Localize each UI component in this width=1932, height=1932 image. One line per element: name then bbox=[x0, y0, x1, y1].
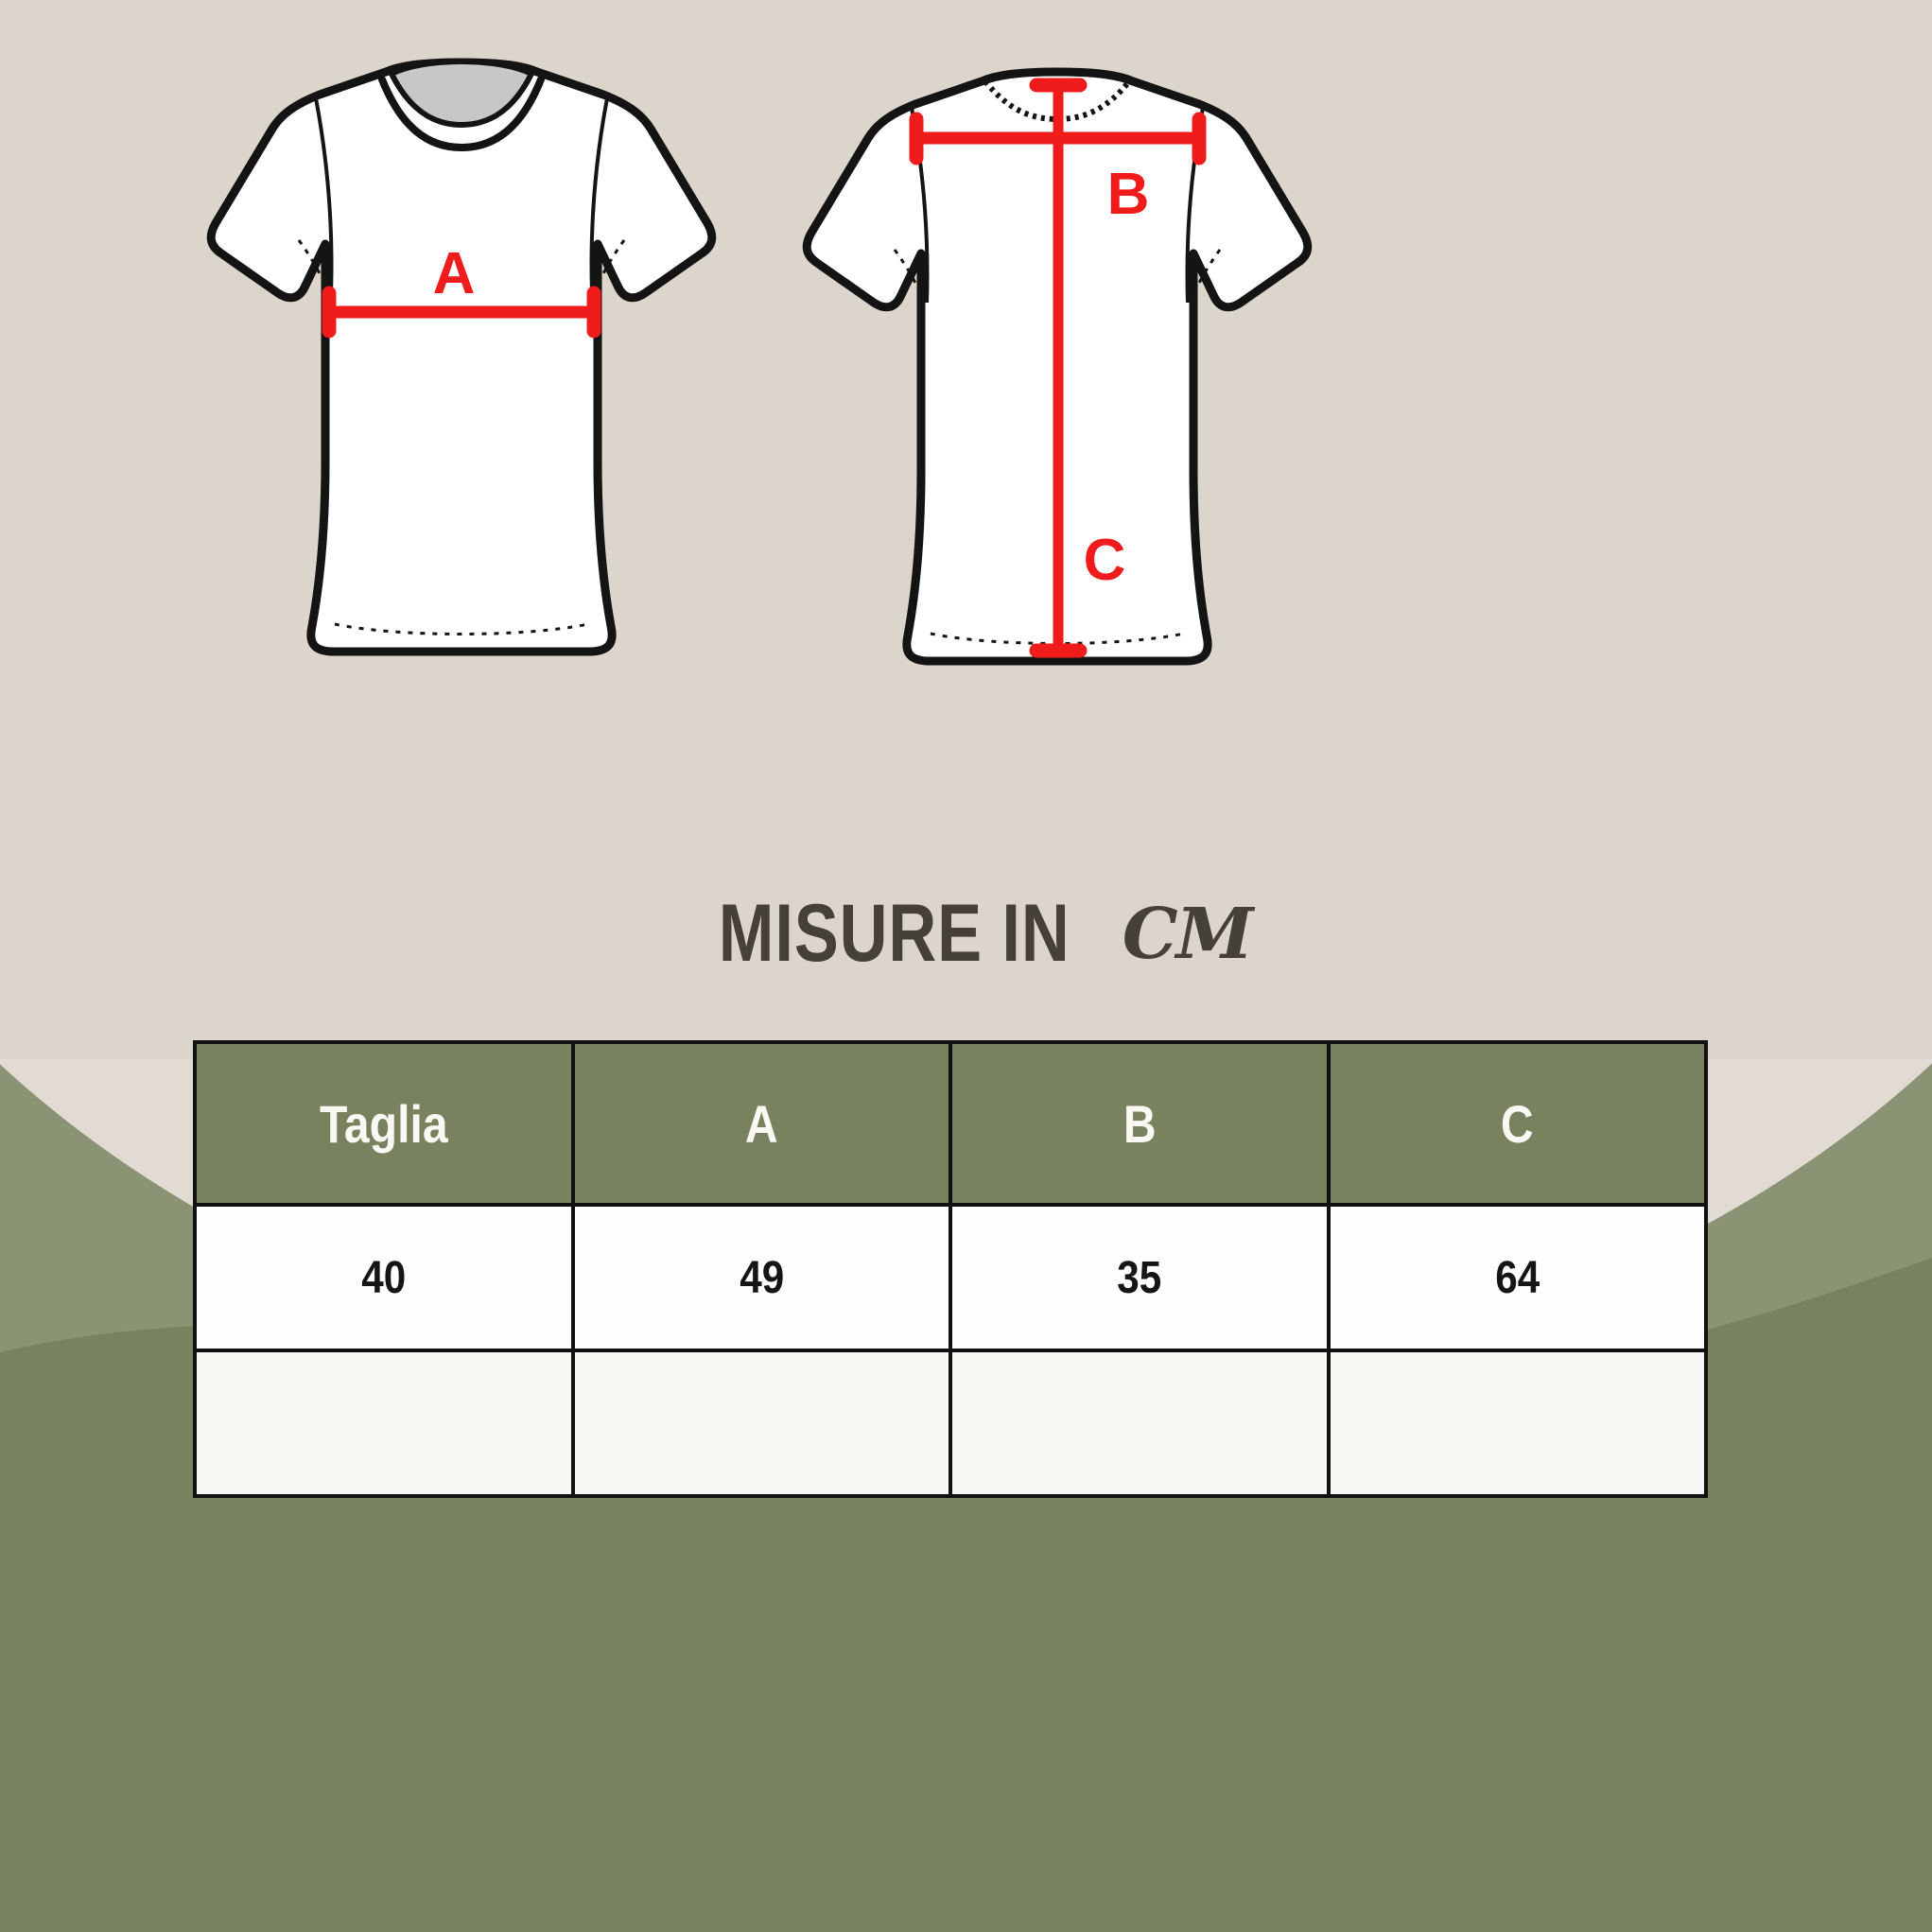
cell-b-empty bbox=[949, 1349, 1331, 1498]
hem-stitch bbox=[334, 622, 589, 635]
measure-label-a: A bbox=[433, 241, 476, 306]
measure-label-b: B bbox=[1107, 162, 1150, 227]
cell-a-empty bbox=[570, 1349, 952, 1498]
cell-taglia-empty bbox=[193, 1349, 575, 1498]
column-header-taglia-label: Taglia bbox=[319, 1093, 448, 1154]
cell-a: 49 bbox=[570, 1203, 952, 1352]
back-neckline bbox=[983, 79, 1132, 123]
column-header-b-label: B bbox=[1123, 1093, 1157, 1154]
table-row bbox=[193, 1349, 1708, 1498]
column-header-c: C bbox=[1326, 1040, 1708, 1207]
chart-title-main: MISURE IN bbox=[719, 888, 1070, 979]
shoulder-seam-left bbox=[314, 97, 334, 294]
chart-title: MISURE IN CM bbox=[0, 887, 1932, 981]
column-header-a-label: A bbox=[744, 1093, 778, 1154]
table-header-row: Taglia A B C bbox=[193, 1040, 1708, 1207]
size-table: Taglia A B C 40 49 bbox=[193, 1040, 1708, 1498]
cell-taglia: 40 bbox=[193, 1203, 575, 1352]
t-shirt-front-illustration: A bbox=[197, 55, 726, 670]
measure-label-c: C bbox=[1084, 528, 1126, 593]
size-table-body: 40 49 35 64 bbox=[193, 1203, 1708, 1498]
t-shirt-back-svg: B C bbox=[802, 67, 1313, 666]
cell-b-value: 35 bbox=[1117, 1252, 1162, 1303]
measure-line-c bbox=[1029, 78, 1088, 658]
collar-rib bbox=[378, 76, 545, 152]
size-table-header: Taglia A B C bbox=[193, 1040, 1708, 1207]
armpit-dash-left bbox=[297, 239, 331, 294]
cell-b: 35 bbox=[949, 1203, 1331, 1352]
t-shirt-front-svg: A bbox=[206, 58, 717, 656]
cell-c-empty bbox=[1326, 1349, 1708, 1498]
column-header-b: B bbox=[949, 1040, 1331, 1207]
armpit-dash-left-back bbox=[893, 249, 927, 304]
measure-line-b bbox=[909, 112, 1207, 165]
column-header-c-label: C bbox=[1500, 1093, 1534, 1154]
cell-taglia-value: 40 bbox=[361, 1252, 407, 1303]
chart-title-unit: CM bbox=[1122, 893, 1254, 975]
table-row: 40 49 35 64 bbox=[193, 1203, 1708, 1352]
column-header-a: A bbox=[570, 1040, 952, 1207]
cell-c-value: 64 bbox=[1494, 1252, 1540, 1303]
cell-a-value: 49 bbox=[739, 1252, 784, 1303]
armpit-dash-right-back bbox=[1188, 249, 1222, 304]
measure-line-a bbox=[322, 286, 601, 339]
t-shirt-back-illustration: B C bbox=[792, 64, 1322, 679]
armpit-dash-right bbox=[592, 239, 626, 294]
cell-c: 64 bbox=[1326, 1203, 1708, 1352]
shirt-body-outline bbox=[206, 58, 717, 656]
column-header-taglia: Taglia bbox=[193, 1040, 575, 1207]
collar-inner bbox=[387, 58, 536, 129]
shoulder-seam-right bbox=[589, 97, 609, 294]
